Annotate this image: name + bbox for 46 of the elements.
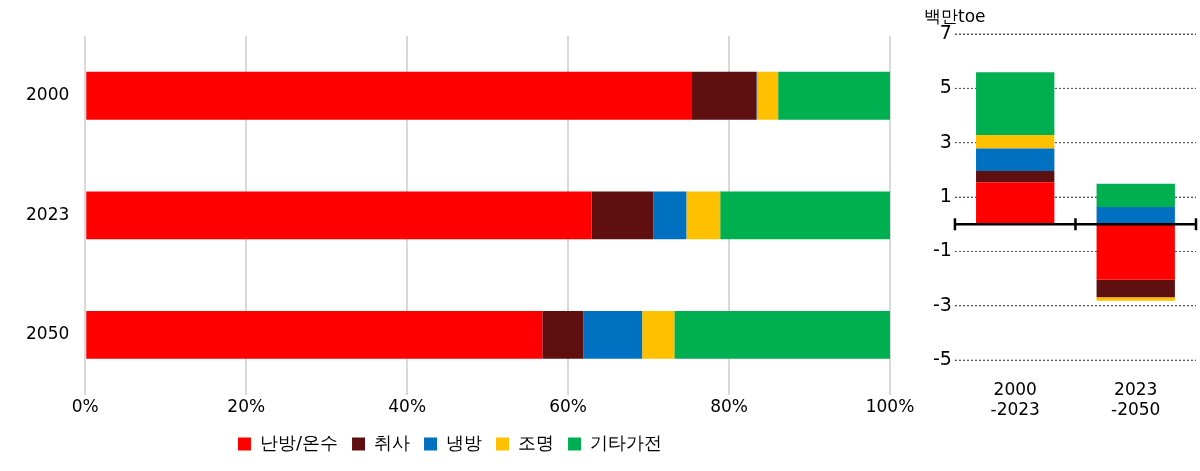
bar xyxy=(591,191,654,240)
x-tick-label: 0% xyxy=(71,396,99,417)
bar xyxy=(674,310,890,359)
bar xyxy=(653,191,687,240)
y-tick-label: -5 xyxy=(932,347,952,370)
bar xyxy=(1096,297,1175,301)
legend-label: 조명 xyxy=(518,431,555,453)
bar xyxy=(86,191,592,240)
bar xyxy=(642,310,675,359)
bar xyxy=(86,310,543,359)
legend-label: 냉방 xyxy=(446,431,483,453)
bar xyxy=(86,71,693,120)
x-tick-label: 40% xyxy=(388,396,427,417)
bar xyxy=(976,182,1055,225)
legend-label: 취사 xyxy=(374,431,411,453)
bar xyxy=(1096,279,1175,298)
y-tick-label: 5 xyxy=(939,75,952,98)
bar xyxy=(583,310,643,359)
y-tick-label: 2023 xyxy=(26,203,70,224)
bar xyxy=(778,71,890,120)
x-tick-label: 2000 -2023 xyxy=(990,378,1040,420)
bar xyxy=(720,191,890,240)
bar xyxy=(757,71,779,120)
bar xyxy=(976,72,1055,136)
y-tick-label: 3 xyxy=(939,129,952,152)
x-tick-label: 80% xyxy=(710,396,748,417)
y-tick-label: -1 xyxy=(932,238,952,261)
bar xyxy=(976,135,1055,149)
bar xyxy=(1096,224,1175,280)
bar xyxy=(1096,206,1175,225)
x-tick-label: 100% xyxy=(865,396,915,417)
x-tick-label: 2023 -2050 xyxy=(1111,378,1161,420)
bar xyxy=(976,171,1055,183)
y-tick-label: 2000 xyxy=(26,84,70,105)
legend-label: 난방/온수 xyxy=(259,431,339,453)
bar xyxy=(1096,183,1175,207)
bar xyxy=(976,148,1055,171)
bar xyxy=(692,71,757,120)
y-tick-label: -3 xyxy=(932,292,952,315)
bar xyxy=(686,191,721,240)
x-tick-label: 60% xyxy=(549,396,587,417)
y-tick-label: 2050 xyxy=(26,323,70,344)
x-tick-label: 20% xyxy=(227,396,266,417)
legend-label: 기타가전 xyxy=(590,431,663,453)
bar xyxy=(542,310,584,359)
y-tick-label: 1 xyxy=(939,184,952,207)
